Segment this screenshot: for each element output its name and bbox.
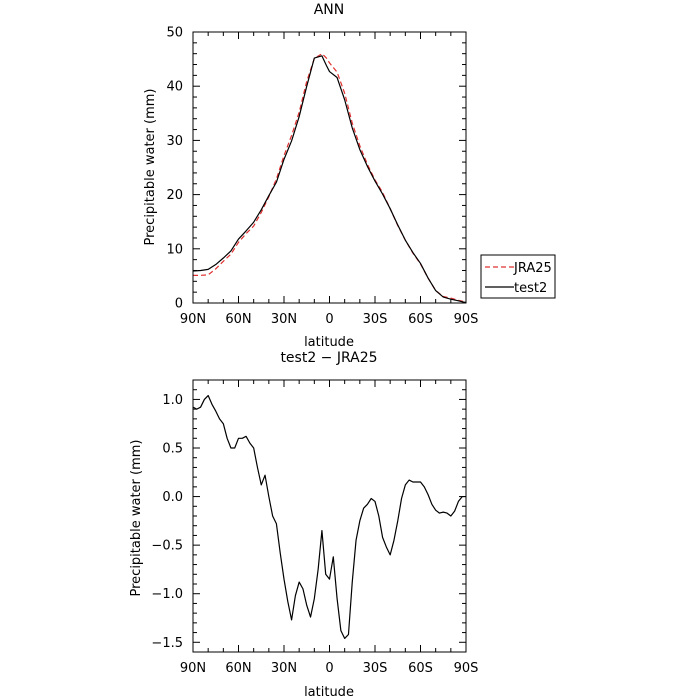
bottom-y-tick-label: 1.0 bbox=[162, 393, 183, 408]
top-x-tick-label: 90N bbox=[180, 312, 206, 327]
top-y-tick-label: 20 bbox=[166, 188, 183, 203]
bottom-plot-area bbox=[192, 394, 466, 639]
bottom-y-tick-label: −0.5 bbox=[151, 539, 183, 554]
bottom-x-axis-label: latitude bbox=[304, 685, 354, 700]
top-chart-title: ANN bbox=[314, 2, 345, 18]
top-series-line-jra25 bbox=[193, 53, 467, 303]
bottom-tick-group: 90N 60N 30N 0 30S 60S 90S 1.0 0.5 0.0 −0.5 −1.0 −1.5 bbox=[151, 379, 479, 676]
bottom-y-tick-label: 0.5 bbox=[162, 442, 183, 457]
top-x-tick-label: 30S bbox=[363, 312, 388, 327]
bottom-y-axis-label: Precipitable water (mm) bbox=[129, 440, 144, 597]
top-y-tick-label: 50 bbox=[166, 26, 183, 41]
legend-label-test2: test2 bbox=[514, 281, 547, 296]
top-y-axis-label: Precipitable water (mm) bbox=[143, 89, 158, 246]
top-x-tick-label: 60N bbox=[225, 312, 251, 327]
bottom-series-line-0 bbox=[192, 394, 466, 639]
bottom-x-tick-label: 60S bbox=[408, 661, 433, 676]
bottom-x-tick-label: 30S bbox=[363, 661, 388, 676]
legend-label-jra25: JRA25 bbox=[513, 261, 552, 276]
bottom-x-tick-label: 90N bbox=[180, 661, 206, 676]
bottom-y-tick-label: 0.0 bbox=[162, 490, 183, 505]
top-plot-area bbox=[192, 53, 467, 304]
top-y-tick-label: 40 bbox=[166, 80, 183, 95]
bottom-x-tick-label: 60N bbox=[225, 661, 251, 676]
legend: JRA25 test2 bbox=[480, 254, 556, 299]
top-x-axis-label: latitude bbox=[304, 335, 354, 350]
legend-box bbox=[480, 254, 556, 299]
bottom-y-tick-label: −1.5 bbox=[151, 636, 183, 651]
bottom-chart-title: test2 − JRA25 bbox=[280, 350, 377, 366]
bottom-x-tick-label: 0 bbox=[325, 661, 333, 676]
top-y-tick-label: 0 bbox=[175, 297, 183, 312]
top-x-tick-label: 30N bbox=[271, 312, 297, 327]
top-series-line-test2 bbox=[192, 55, 467, 304]
bottom-panel: test2 − JRA25 90N 60N 30N 0 30S 60S 90S 1.0 0.5 0… bbox=[129, 350, 478, 700]
top-tick-group: 90N 60N 30N 0 30S 60S 90S 0 10 20 30 40 50 bbox=[166, 26, 478, 328]
top-y-tick-label: 10 bbox=[166, 242, 183, 257]
bottom-y-tick-label: −1.0 bbox=[151, 587, 183, 602]
top-x-tick-label: 0 bbox=[325, 312, 333, 327]
bottom-x-tick-label: 90S bbox=[454, 661, 479, 676]
top-x-tick-label: 90S bbox=[454, 312, 479, 327]
top-panel: ANN 90N 60N 30N 0 30S 60S 90S 0 10 20 30 40 50 latit… bbox=[143, 2, 478, 350]
top-x-tick-label: 60S bbox=[408, 312, 433, 327]
bottom-x-tick-label: 30N bbox=[271, 661, 297, 676]
bottom-plot-frame bbox=[192, 379, 467, 653]
top-plot-frame bbox=[192, 31, 467, 304]
top-y-tick-label: 30 bbox=[166, 134, 183, 149]
